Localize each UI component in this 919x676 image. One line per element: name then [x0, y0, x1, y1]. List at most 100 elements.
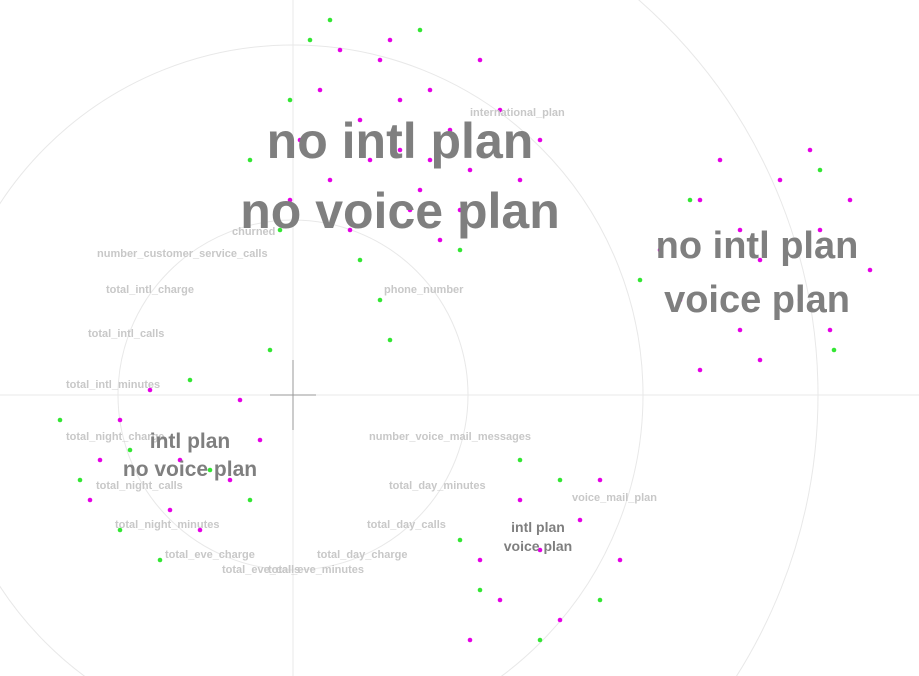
point — [427, 157, 433, 163]
point — [557, 477, 563, 483]
cluster-label: no intl plan — [656, 225, 859, 267]
cluster-label: no voice plan — [123, 458, 257, 481]
point — [387, 337, 393, 343]
point — [117, 527, 123, 533]
point — [757, 357, 763, 363]
point — [817, 227, 823, 233]
point — [287, 97, 293, 103]
feature-label: total_intl_minutes — [66, 379, 160, 391]
point — [357, 117, 363, 123]
feature-label: total_intl_calls — [88, 328, 164, 340]
point — [867, 267, 873, 273]
point — [317, 87, 323, 93]
point — [377, 297, 383, 303]
feature-label: total_eve_minutes — [268, 564, 364, 576]
point — [417, 187, 423, 193]
feature-label: voice_mail_plan — [572, 492, 657, 504]
point — [267, 347, 273, 353]
point — [847, 197, 853, 203]
point — [157, 557, 163, 563]
point — [407, 207, 413, 213]
feature-label: total_eve_charge — [165, 549, 255, 561]
point — [467, 637, 473, 643]
point — [447, 127, 453, 133]
point — [637, 277, 643, 283]
point — [437, 237, 443, 243]
point — [807, 147, 813, 153]
feature-label: churned — [232, 226, 275, 238]
feature-label: total_day_minutes — [389, 480, 486, 492]
point — [207, 467, 213, 473]
point — [617, 557, 623, 563]
cluster-label: voice plan — [504, 538, 572, 554]
point — [307, 37, 313, 43]
feature-label: total_intl_charge — [106, 284, 194, 296]
cluster-label: no intl plan — [267, 113, 534, 169]
point — [97, 457, 103, 463]
point — [597, 477, 603, 483]
point — [337, 47, 343, 53]
point — [817, 167, 823, 173]
point — [57, 417, 63, 423]
point — [831, 347, 837, 353]
point — [697, 367, 703, 373]
point — [257, 437, 263, 443]
point — [247, 497, 253, 503]
point — [477, 557, 483, 563]
point — [517, 457, 523, 463]
point — [467, 167, 473, 173]
cluster-label: intl plan — [150, 430, 231, 453]
point — [497, 597, 503, 603]
feature-label: phone_number — [384, 284, 464, 296]
point — [457, 247, 463, 253]
point — [517, 177, 523, 183]
point — [557, 617, 563, 623]
point — [237, 397, 243, 403]
point — [537, 137, 543, 143]
point — [457, 207, 463, 213]
point — [717, 157, 723, 163]
feature-label: total_night_calls — [96, 480, 183, 492]
feature-label: total_day_charge — [317, 549, 407, 561]
point — [677, 297, 683, 303]
point — [597, 597, 603, 603]
point — [537, 637, 543, 643]
point — [397, 97, 403, 103]
feature-label: total_day_calls — [367, 519, 446, 531]
feature-label: total_eve_calls — [222, 564, 300, 576]
point — [477, 587, 483, 593]
point — [197, 527, 203, 533]
point — [127, 447, 133, 453]
feature-label: international_plan — [470, 107, 565, 119]
point — [777, 177, 783, 183]
point — [387, 37, 393, 43]
cluster-label: no voice plan — [240, 183, 560, 239]
point — [147, 387, 153, 393]
point — [377, 57, 383, 63]
point — [697, 197, 703, 203]
point — [87, 497, 93, 503]
point — [117, 417, 123, 423]
point — [367, 157, 373, 163]
point — [277, 227, 283, 233]
feature-label: total_night_charge — [66, 431, 164, 443]
point — [357, 257, 363, 263]
point — [797, 297, 803, 303]
point — [657, 247, 663, 253]
point — [577, 517, 583, 523]
point — [347, 227, 353, 233]
point — [737, 327, 743, 333]
point — [327, 177, 333, 183]
point — [247, 157, 253, 163]
feature-label: number_voice_mail_messages — [369, 431, 531, 443]
cluster-label: intl plan — [511, 519, 565, 535]
point — [457, 537, 463, 543]
point — [327, 17, 333, 23]
point — [737, 227, 743, 233]
point — [427, 87, 433, 93]
point — [177, 457, 183, 463]
point — [497, 107, 503, 113]
point — [227, 477, 233, 483]
point — [477, 57, 483, 63]
